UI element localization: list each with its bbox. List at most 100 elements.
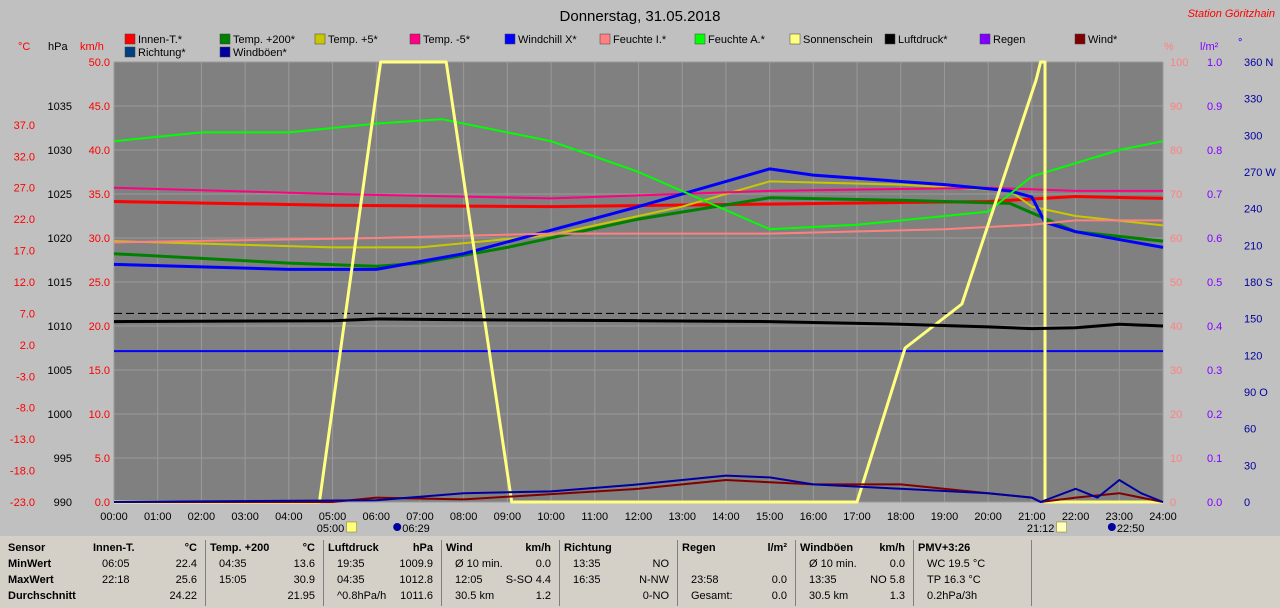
legend-swatch bbox=[979, 33, 991, 45]
percent-tick-label: 80 bbox=[1170, 145, 1182, 157]
panel-value: N-NW bbox=[639, 574, 669, 586]
percent-tick-label: 40 bbox=[1170, 321, 1182, 333]
panel-value: 0.0 bbox=[889, 558, 905, 570]
celsius-tick-label: -13.0 bbox=[10, 434, 35, 446]
direction-tick-label: 360 N bbox=[1244, 57, 1273, 69]
panel-title: Wind bbox=[446, 542, 473, 554]
weather-chart: Donnerstag, 31.05.2018 Station Göritzhain… bbox=[10, 8, 1276, 535]
legend-label: Innen-T.* bbox=[138, 34, 183, 46]
panel-title: Innen-T. bbox=[93, 542, 135, 554]
kmh-tick-label: 0.0 bbox=[95, 497, 110, 509]
row-label-min: MinWert bbox=[8, 558, 52, 570]
rain-tick-label: 0.2 bbox=[1207, 409, 1222, 421]
hpa-tick-label: 1030 bbox=[48, 145, 72, 157]
time-tick-label: 06:00 bbox=[362, 511, 390, 523]
celsius-tick-label: 32.0 bbox=[14, 151, 35, 163]
rain-tick-label: 1.0 bbox=[1207, 57, 1222, 69]
rain-tick-label: 0.4 bbox=[1207, 321, 1222, 333]
row-label-max: MaxWert bbox=[8, 574, 54, 586]
kmh-tick-label: 10.0 bbox=[89, 409, 110, 421]
panel-time: 13:35 bbox=[573, 558, 601, 570]
legend-swatch bbox=[314, 33, 326, 45]
row-label-avg: Durchschnitt bbox=[8, 590, 76, 602]
panel-unit: °C bbox=[184, 542, 197, 554]
panel-time: 30.5 km bbox=[455, 590, 495, 602]
time-tick-label: 01:00 bbox=[144, 511, 172, 523]
time-tick-label: 20:00 bbox=[974, 511, 1002, 523]
series-line bbox=[113, 196, 1164, 268]
panel-value: 1012.8 bbox=[399, 574, 433, 586]
direction-tick-label: 300 bbox=[1244, 130, 1262, 142]
rain-tick-label: 0.7 bbox=[1207, 189, 1222, 201]
table-panel: Richtung 13:35 NO 16:35 N-NW 0-NO bbox=[559, 540, 678, 606]
hpa-tick-label: 990 bbox=[54, 497, 72, 509]
row-label-sensor: Sensor bbox=[8, 542, 46, 554]
axis-unit-percent: % bbox=[1164, 41, 1174, 53]
hpa-tick-label: 995 bbox=[54, 453, 72, 465]
time-tick-label: 24:00 bbox=[1149, 511, 1177, 523]
sunrise-icon bbox=[346, 521, 357, 533]
direction-tick-label: 60 bbox=[1244, 424, 1256, 436]
panel-title: PMV+3:26 bbox=[918, 542, 971, 554]
time-tick-label: 02:00 bbox=[188, 511, 216, 523]
panel-time: Ø 10 min. bbox=[809, 558, 857, 570]
celsius-tick-label: 22.0 bbox=[14, 214, 35, 226]
direction-tick-label: 0 bbox=[1244, 497, 1250, 509]
rain-tick-label: 0.8 bbox=[1207, 145, 1222, 157]
legend-swatch bbox=[789, 33, 801, 45]
series-line bbox=[114, 60, 1163, 504]
panel-time: 04:35 bbox=[219, 558, 247, 570]
panel-unit: km/h bbox=[525, 542, 551, 554]
series-line bbox=[113, 195, 1164, 209]
panel-value: 25.6 bbox=[175, 574, 197, 586]
series-line bbox=[113, 186, 1163, 200]
statistics-table: Sensor MinWert MaxWert Durchschnitt Inne… bbox=[0, 536, 1280, 608]
direction-tick-label: 330 bbox=[1244, 94, 1262, 106]
kmh-tick-label: 30.0 bbox=[89, 233, 110, 245]
panel-value: 0-NO bbox=[642, 590, 669, 602]
panel-unit: hPa bbox=[412, 542, 433, 554]
rain-tick-label: 0.3 bbox=[1207, 365, 1222, 377]
panel-value: 21.95 bbox=[287, 590, 315, 602]
panel-value: 0.0 bbox=[535, 558, 551, 570]
panel-value: 0.0 bbox=[771, 574, 787, 586]
celsius-tick-label: -8.0 bbox=[16, 403, 35, 415]
celsius-tick-label: -23.0 bbox=[10, 497, 35, 509]
percent-tick-label: 20 bbox=[1170, 409, 1182, 421]
panel-time: WC 19.5 °C bbox=[927, 558, 986, 570]
panel-time: 04:35 bbox=[337, 574, 365, 586]
panel-time: 16:35 bbox=[573, 574, 601, 586]
time-tick-label: 13:00 bbox=[668, 511, 696, 523]
legend-label: Temp. +200* bbox=[233, 34, 296, 46]
legend-swatch bbox=[694, 33, 706, 45]
legend-swatch bbox=[124, 33, 136, 45]
axis-unit-kmh: km/h bbox=[80, 41, 104, 53]
rain-tick-label: 0.1 bbox=[1207, 453, 1222, 465]
moonset-icon bbox=[393, 523, 402, 531]
panel-value: 24.22 bbox=[169, 590, 197, 602]
time-tick-label: 07:00 bbox=[406, 511, 434, 523]
celsius-tick-label: 37.0 bbox=[14, 120, 35, 132]
legend-label: Windböen* bbox=[233, 47, 288, 59]
hpa-tick-label: 1000 bbox=[48, 409, 72, 421]
series-line bbox=[113, 118, 1164, 231]
sunrise-time-label: 06:29 bbox=[402, 523, 430, 535]
panel-value: 1.2 bbox=[535, 590, 551, 602]
panel-unit: l/m² bbox=[767, 542, 787, 554]
time-tick-label: 10:00 bbox=[537, 511, 565, 523]
panel-time: 15:05 bbox=[219, 574, 247, 586]
table-panel: Temp. +200 °C 04:35 13.6 15:05 30.9 21.95 bbox=[205, 540, 324, 606]
panel-title: Temp. +200 bbox=[210, 542, 270, 554]
rain-tick-label: 0.9 bbox=[1207, 101, 1222, 113]
time-tick-label: 00:00 bbox=[100, 511, 128, 523]
panel-time: TP 16.3 °C bbox=[927, 574, 981, 586]
panel-value: 0.0 bbox=[771, 590, 787, 602]
legend-label: Feuchte I.* bbox=[613, 34, 667, 46]
legend-label: Windchill X* bbox=[518, 34, 577, 46]
panel-value: 13.6 bbox=[293, 558, 315, 570]
panel-time: ^0.8hPa/h bbox=[337, 590, 387, 602]
time-tick-label: 18:00 bbox=[887, 511, 915, 523]
legend-label: Sonnenschein bbox=[803, 34, 873, 46]
time-tick-label: 23:00 bbox=[1106, 511, 1134, 523]
percent-tick-label: 30 bbox=[1170, 365, 1182, 377]
